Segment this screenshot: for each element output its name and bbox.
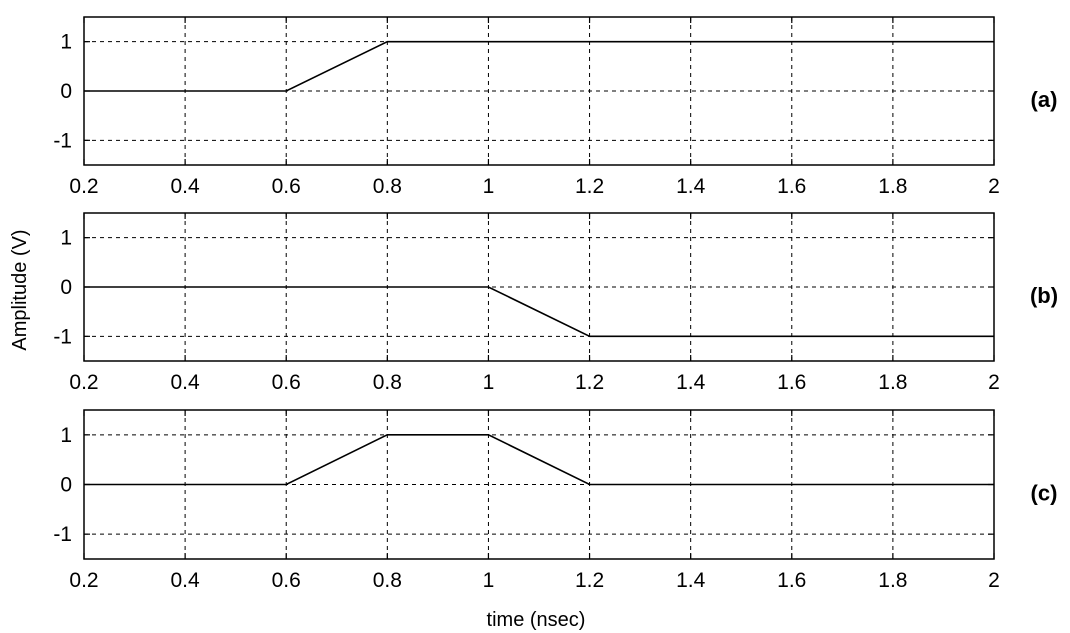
y-axis-title: Amplitude (V) [9,229,31,350]
x-tick-label: 1.6 [777,569,806,592]
y-tick-label: 1 [60,227,72,250]
y-tick-label: 1 [60,31,72,54]
x-tick-label: 0.6 [272,569,301,592]
x-tick-label: 1.6 [777,371,806,394]
y-tick-label: -1 [53,129,72,152]
x-tick-label: 0.2 [69,569,98,592]
y-tick-label: 0 [60,474,72,497]
panel-c: 1 0 -1 0.2 0.4 0.6 0.8 1 1.2 1.4 1.6 1.8 2 (c) [53,409,1058,592]
x-tick-label: 1.2 [575,569,604,592]
y-tick-label: 1 [60,424,72,447]
x-tick-label: 0.2 [69,175,98,198]
series-line [84,433,994,486]
panel-a: 1 0 -1 0.2 0.4 0.6 0.8 1 1.2 1.4 1.6 1.8 2 (a) [53,16,1058,198]
x-tick-label: 1.2 [575,175,604,198]
x-tick-label: 0.6 [272,175,301,198]
panel-label: (b) [1030,283,1058,308]
x-tick-label: 1 [483,569,495,592]
x-tick-label: 1.8 [878,371,907,394]
x-tick-label: 2 [988,175,1000,198]
x-tick-label: 1.6 [777,175,806,198]
x-tick-label: 1.8 [878,569,907,592]
y-tick-label: 0 [60,276,72,299]
x-tick-label: 1 [483,175,495,198]
x-tick-label: 2 [988,371,1000,394]
x-tick-label: 0.4 [171,371,201,394]
x-tick-label: 1.4 [676,569,706,592]
x-tick-label: 0.8 [373,175,402,198]
x-tick-label: 0.2 [69,371,98,394]
series-line [84,40,994,92]
x-axis-title: time (nsec) [487,609,586,631]
x-tick-label: 0.8 [373,371,402,394]
panel-label: (a) [1031,87,1058,112]
x-tick-label: 1.2 [575,371,604,394]
x-tick-label: 1.4 [676,371,706,394]
panel-b: 1 0 -1 0.2 0.4 0.6 0.8 1 1.2 1.4 1.6 1.8 2 (b) [53,212,1058,394]
x-tick-label: 0.4 [171,569,201,592]
x-tick-label: 0.8 [373,569,402,592]
x-tick-label: 0.4 [171,175,201,198]
x-tick-label: 1.8 [878,175,907,198]
y-tick-label: 0 [60,80,72,103]
series-line [84,286,994,338]
x-tick-label: 2 [988,569,1000,592]
x-tick-label: 1 [483,371,495,394]
y-tick-label: -1 [53,325,72,348]
y-tick-label: -1 [53,523,72,546]
x-tick-label: 1.4 [676,175,706,198]
panel-label: (c) [1031,481,1058,506]
x-tick-label: 0.6 [272,371,301,394]
